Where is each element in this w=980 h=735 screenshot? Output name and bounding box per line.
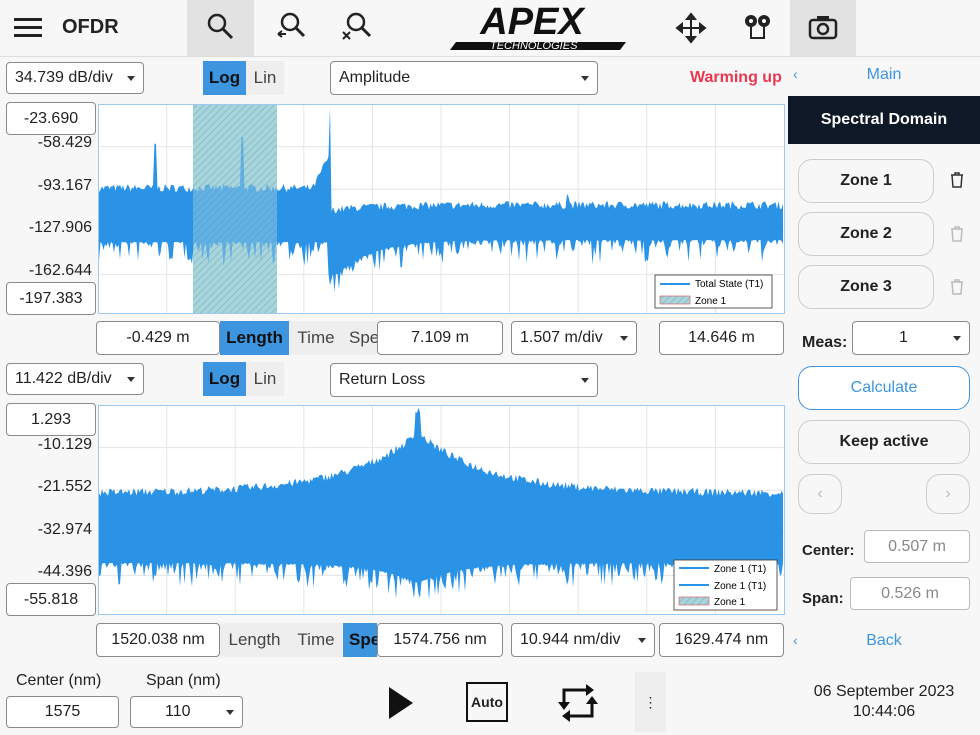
scale-value: 34.739 dB/div [15,69,113,86]
menu-icon[interactable] [14,16,44,40]
length-tab[interactable]: Length [220,321,289,355]
x-start-input[interactable]: -0.429 m [96,321,220,355]
scale-dropdown[interactable]: 34.739 dB/div [6,62,144,94]
y-tick-label: -127.906 [28,219,92,236]
logo: APEX TECHNOLOGIES [450,2,626,52]
lin-button[interactable]: Lin [246,362,284,396]
y-tick-label: -10.129 [37,436,92,453]
status: Warming up [690,69,782,86]
y-tick-label: -58.429 [37,134,92,151]
span-input[interactable]: 0.526 m [850,577,970,610]
time-tab[interactable]: Time [289,321,343,355]
x-center-input[interactable]: 7.109 m [377,321,503,355]
legend-label: Zone 1 (T1) [714,564,766,575]
spectrum-tab[interactable]: Spe [343,321,379,355]
zone-button[interactable]: Zone 3 [798,265,934,309]
center-input[interactable]: 0.507 m [864,530,970,563]
zoom-back-icon[interactable] [274,12,306,44]
scale-dropdown[interactable]: 11.422 dB/div [6,363,144,395]
sidebar-title: Spectral Domain [788,96,980,144]
play-button[interactable] [386,685,416,721]
repeat-button[interactable] [556,682,600,724]
x-start-input[interactable]: 1520.038 nm [96,623,220,657]
span-value: 110 [165,703,191,720]
trace [99,106,783,292]
trace [99,407,783,600]
tool-selected[interactable] [790,0,856,56]
spectrum-tab[interactable]: Spe [343,623,380,657]
scale-value: 11.422 dB/div [15,370,112,387]
zone-button[interactable]: Zone 2 [798,212,934,256]
y-min-input[interactable]: -55.818 [6,583,96,616]
app-title: OFDR [62,16,119,38]
delete-icons[interactable] [949,172,965,302]
x-end-input[interactable]: 14.646 m [659,321,784,355]
span-dropdown[interactable]: 110 [130,696,243,728]
lower-plot: Zone 1 (T1) Zone 1 (T1) Zone 1 [98,405,785,615]
legend-label: Zone 1 (T1) [714,581,766,592]
prev-button[interactable]: ‹ [798,474,842,514]
x-div-dropdown[interactable]: 10.944 nm/div [511,623,655,657]
x-div-value: 10.944 nm/div [520,631,621,648]
next-button[interactable]: › [926,474,970,514]
mode-dropdown[interactable]: Amplitude [330,61,598,95]
zone-button[interactable]: Zone 1 [798,159,934,203]
x-div-value: 1.507 m/div [520,329,603,346]
x-div-dropdown[interactable]: 1.507 m/div [511,321,637,355]
legend-label: Zone 1 [695,296,727,307]
x-end-input[interactable]: 1629.474 nm [659,623,784,657]
mode-value: Return Loss [339,371,426,388]
more-button[interactable]: ⋮ [635,672,666,732]
y-max-input[interactable]: -23.690 [6,102,96,135]
y-tick-label: -21.552 [37,478,92,495]
log-button[interactable]: Log [203,61,246,95]
legend-label: Total State (T1) [695,279,763,290]
y-max-input[interactable]: 1.293 [6,403,96,436]
back-link[interactable]: Back [866,632,902,649]
center-label: Center (nm) [16,672,102,689]
camera-icon[interactable] [808,14,838,40]
meas-dropdown[interactable]: 1 [852,321,970,355]
lin-button[interactable]: Lin [246,61,284,95]
legend-label: Zone 1 [714,597,746,608]
main-link[interactable]: Main [866,66,902,83]
zone-overlay [193,105,277,313]
center-label: Center: [802,542,855,559]
y-min-input[interactable]: -197.383 [6,282,96,315]
markers-icon[interactable] [742,12,774,44]
logo-main: APEX [479,2,586,43]
zoom-icon[interactable] [205,12,235,42]
tool-selected[interactable] [187,0,254,56]
span-label: Span: [802,590,844,607]
auto-button[interactable]: Auto [466,682,508,722]
upper-plot: Total State (T1) Zone 1 [98,104,785,314]
x-center-input[interactable]: 1574.756 nm [377,623,503,657]
length-tab[interactable]: Length [220,623,289,657]
meas-value: 1 [899,329,908,346]
meas-label: Meas: [802,334,848,351]
time: 10:44:06 [852,703,916,720]
keep-active-button[interactable]: Keep active [798,420,970,464]
y-tick-label: -32.974 [37,521,92,538]
y-tick-label: -162.644 [28,262,92,279]
zoom-reset-icon[interactable] [340,12,372,44]
chevron[interactable]: ‹ [793,632,798,648]
pan-icon[interactable] [675,12,707,44]
logo-sub: TECHNOLOGIES [490,40,578,52]
y-tick-label: -93.167 [37,177,92,194]
calculate-button[interactable]: Calculate [798,366,970,410]
date: 06 September 2023 [813,683,955,700]
time-tab[interactable]: Time [289,623,343,657]
legend [654,274,773,309]
mode-dropdown[interactable]: Return Loss [330,363,598,397]
span-label: Span (nm) [146,672,221,689]
chevron[interactable]: ‹ [793,66,798,82]
center-input[interactable]: 1575 [6,696,119,728]
mode-value: Amplitude [339,69,411,86]
y-tick-label: -44.396 [37,563,92,580]
log-button[interactable]: Log [203,362,246,396]
